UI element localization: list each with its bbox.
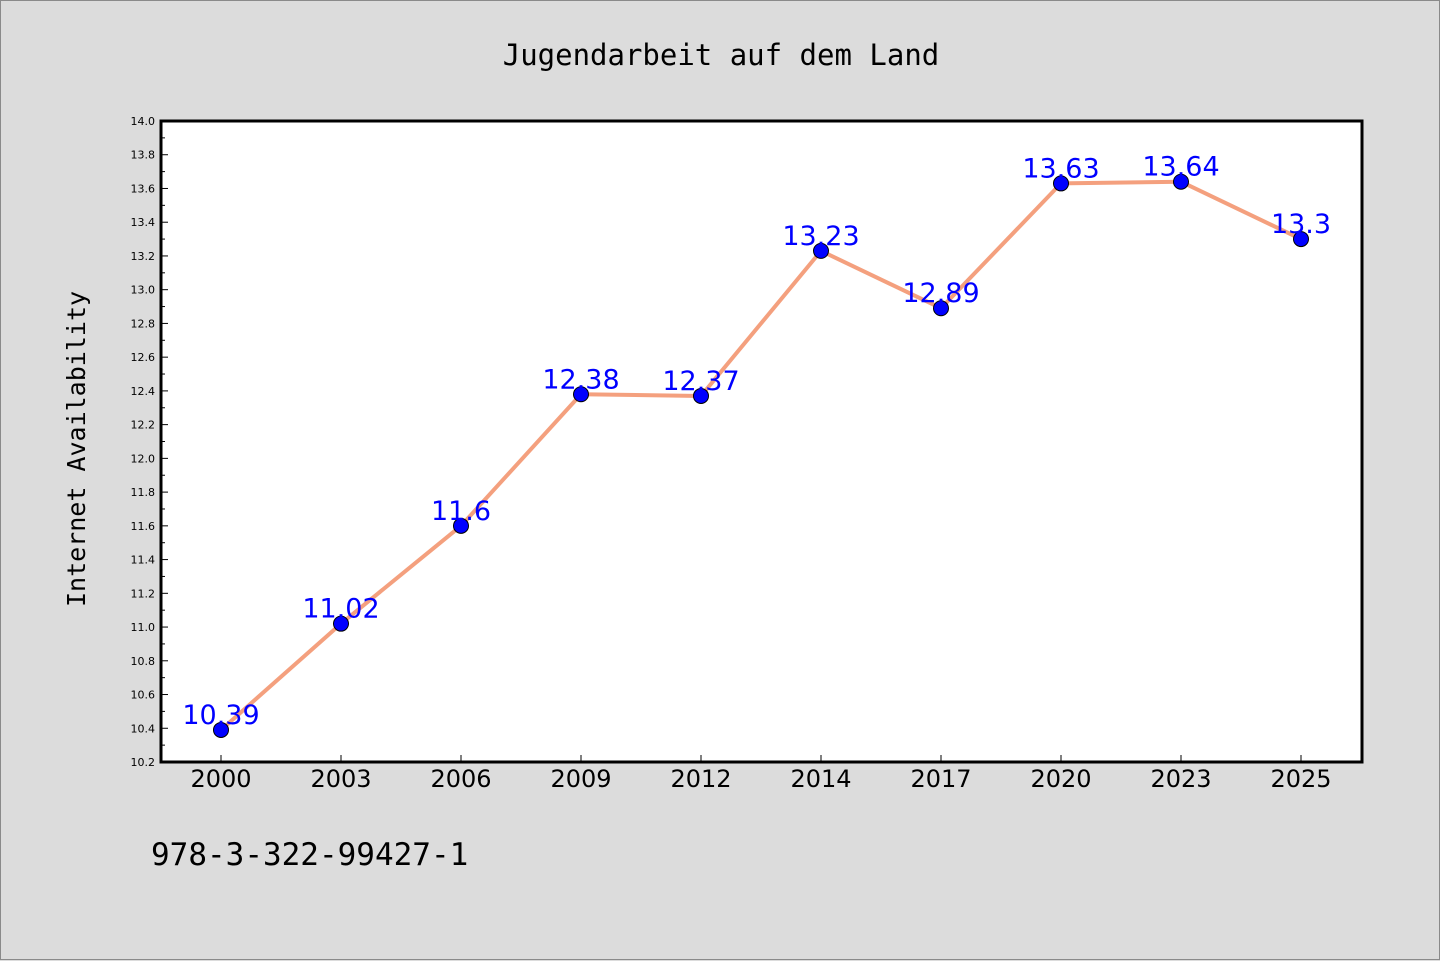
y-tick-label: 12.6 xyxy=(131,351,156,364)
data-point-marker xyxy=(1053,175,1069,192)
data-label: 12.37 xyxy=(662,366,739,397)
y-tick-label: 13.0 xyxy=(131,284,156,297)
data-point-marker xyxy=(453,517,469,534)
chart-title: Jugendarbeit auf dem Land xyxy=(503,38,940,72)
y-tick-label: 13.4 xyxy=(131,216,156,229)
x-tick-label: 2009 xyxy=(550,765,611,793)
y-tick-label: 11.2 xyxy=(131,587,156,600)
y-tick-label: 12.4 xyxy=(131,385,156,398)
data-label: 12.38 xyxy=(542,364,619,395)
data-point-marker xyxy=(213,721,229,738)
x-tick-label: 2006 xyxy=(430,765,491,793)
x-tick-label: 2020 xyxy=(1030,765,1091,793)
plot-area xyxy=(159,119,1364,764)
x-tick-label: 2003 xyxy=(310,765,371,793)
data-label: 13.63 xyxy=(1022,153,1099,184)
data-point-marker xyxy=(1293,231,1309,248)
y-axis: 10.2 10.4 10.6 10.8 11.0 11.2 11.4 11.6 11.8 12.0… xyxy=(131,115,168,769)
data-label: 10.39 xyxy=(182,700,259,731)
series-line xyxy=(219,179,1302,732)
y-tick-label: 13.6 xyxy=(131,182,156,195)
x-tick-label: 2023 xyxy=(1150,765,1211,793)
data-point-marker xyxy=(333,615,349,632)
data-point-marker xyxy=(813,242,829,259)
x-tick-label: 2025 xyxy=(1270,765,1331,793)
x-tick-label: 2017 xyxy=(910,765,971,793)
x-tick-label: 2000 xyxy=(190,765,251,793)
data-label: 13.23 xyxy=(782,221,859,252)
x-tick-label: 2014 xyxy=(790,765,851,793)
y-tick-label: 11.6 xyxy=(131,520,156,533)
y-tick-label: 12.0 xyxy=(131,452,156,465)
y-tick-label: 13.8 xyxy=(131,149,156,162)
data-label: 12.89 xyxy=(902,278,979,309)
isbn-text: 978-3-322-99427-1 xyxy=(151,837,468,873)
series-layer: 10.39 11.02 11.6 12.38 12.37 13.23 12.89 13.63 1… xyxy=(182,152,1331,738)
data-label: 11.02 xyxy=(302,594,379,625)
y-axis-minor-ticks xyxy=(161,137,165,746)
data-point-marker xyxy=(693,387,709,404)
y-tick-label: 12.2 xyxy=(131,419,156,432)
x-axis: 2000 2003 2006 2009 2012 2014 2017 2020 2023 2025 xyxy=(190,755,1332,793)
y-tick-label: 14.0 xyxy=(131,115,156,128)
data-label: 13.64 xyxy=(1142,152,1219,183)
y-tick-label: 10.4 xyxy=(131,722,156,735)
y-tick-label: 11.4 xyxy=(131,554,156,567)
y-tick-label: 13.2 xyxy=(131,250,156,263)
y-tick-label: 10.6 xyxy=(131,689,156,702)
x-tick-label: 2012 xyxy=(670,765,731,793)
y-tick-label: 11.8 xyxy=(131,486,156,499)
data-label: 13.3 xyxy=(1271,209,1331,240)
y-axis-label: Internet Availability xyxy=(62,291,91,607)
data-point-marker xyxy=(1173,173,1189,190)
y-tick-label: 10.2 xyxy=(131,756,156,769)
data-label: 11.6 xyxy=(431,496,491,527)
y-tick-label: 11.0 xyxy=(131,621,156,634)
data-point-marker xyxy=(573,386,589,403)
y-tick-label: 10.8 xyxy=(131,655,156,668)
y-tick-label: 12.8 xyxy=(131,317,156,330)
data-point-marker xyxy=(933,300,949,317)
